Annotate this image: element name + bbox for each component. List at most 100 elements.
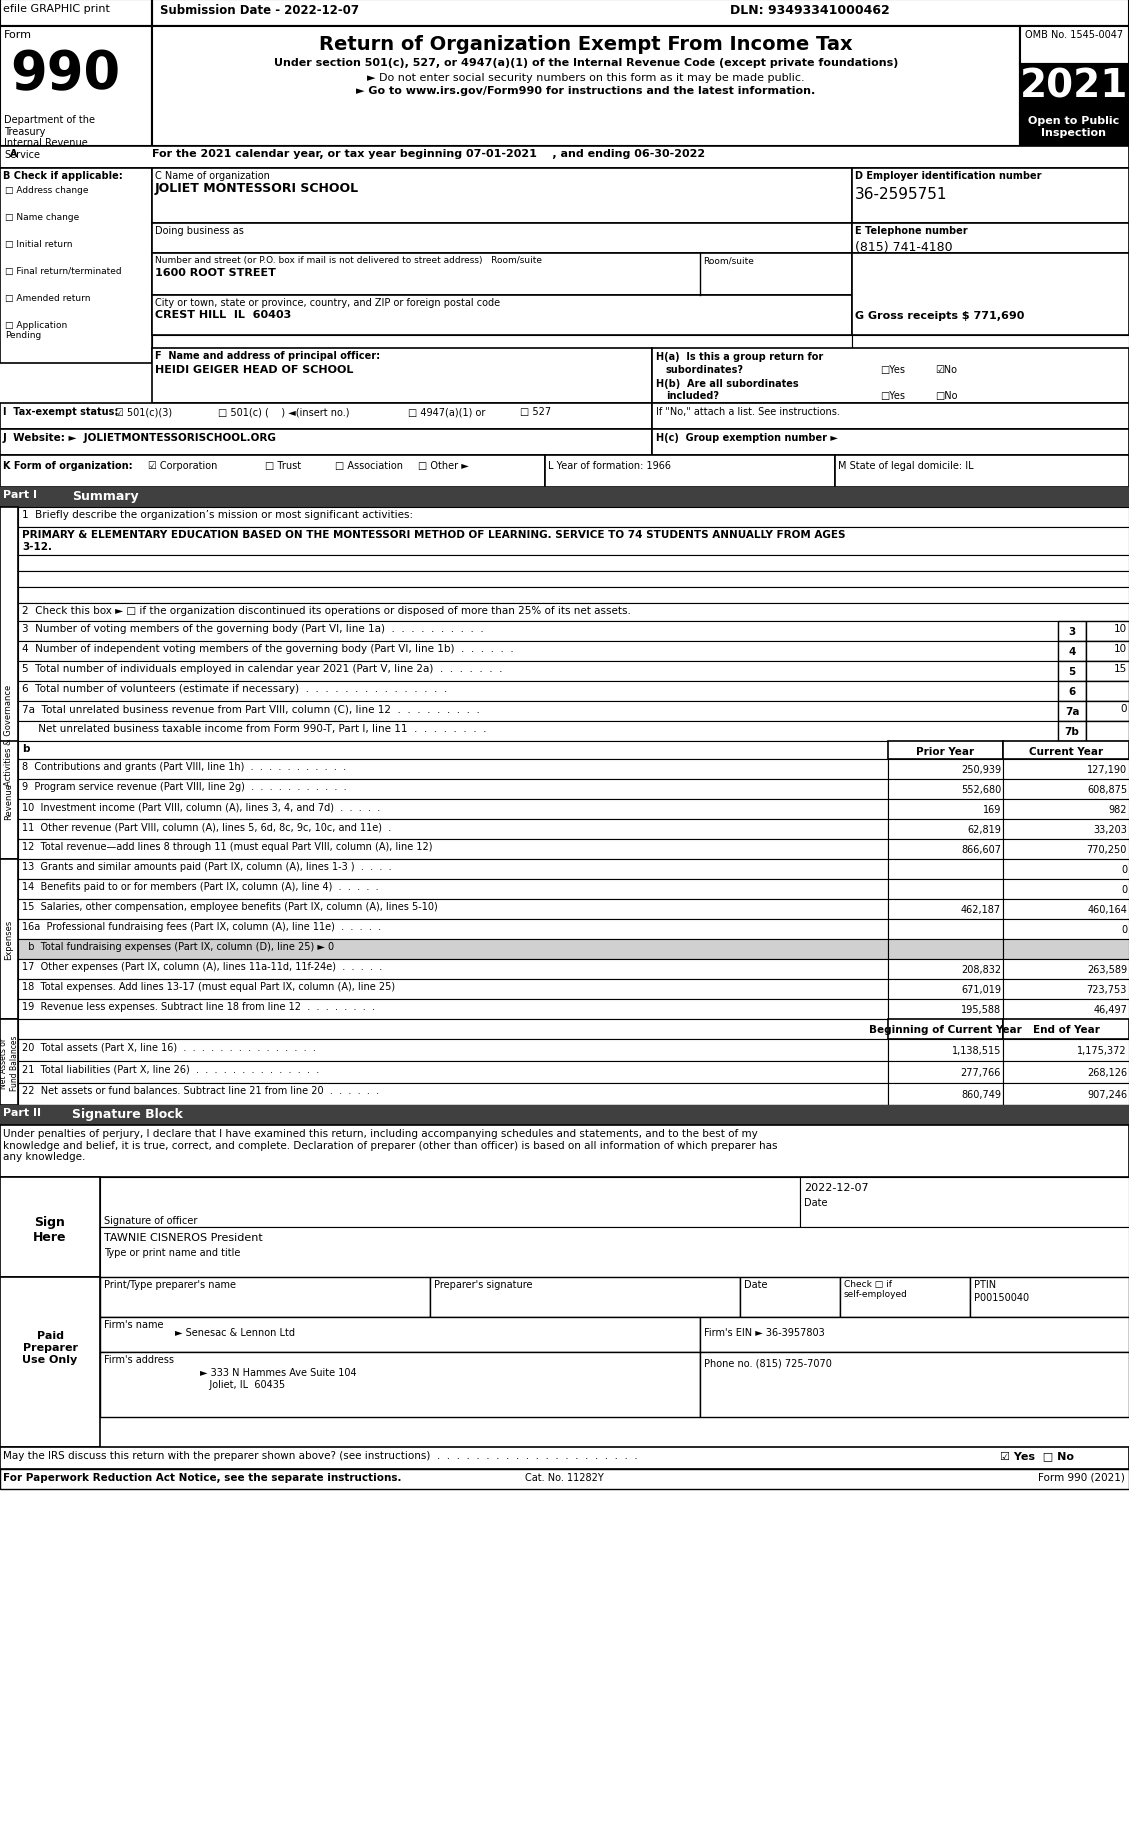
Text: 22  Net assets or fund balances. Subtract line 21 from line 20  .  .  .  .  .  .: 22 Net assets or fund balances. Subtract… — [21, 1085, 379, 1096]
Bar — [100, 1228, 1129, 1277]
Text: Cat. No. 11282Y: Cat. No. 11282Y — [525, 1471, 603, 1482]
Bar — [1086, 721, 1129, 741]
Bar — [18, 662, 1058, 681]
Text: 16a  Professional fundraising fees (Part IX, column (A), line 11e)  .  .  .  .  : 16a Professional fundraising fees (Part … — [21, 922, 382, 931]
Bar — [0, 0, 152, 27]
Bar — [100, 1177, 800, 1228]
Text: B Check if applicable:: B Check if applicable: — [3, 170, 123, 181]
Text: 46,497: 46,497 — [1093, 1005, 1127, 1014]
Bar — [1003, 759, 1129, 780]
Bar — [18, 681, 1058, 701]
Text: Expenses: Expenses — [5, 919, 14, 959]
Bar — [18, 780, 889, 800]
Text: 460,164: 460,164 — [1087, 904, 1127, 915]
Bar — [835, 456, 1129, 489]
Text: 62,819: 62,819 — [968, 825, 1001, 834]
Text: subordinates?: subordinates? — [666, 364, 744, 375]
Bar — [18, 939, 889, 959]
Bar — [152, 168, 852, 223]
Text: Preparer's signature: Preparer's signature — [434, 1279, 533, 1290]
Bar — [0, 1177, 100, 1277]
Text: Type or print name and title: Type or print name and title — [104, 1248, 240, 1257]
Text: If "No," attach a list. See instructions.: If "No," attach a list. See instructions… — [656, 406, 840, 417]
Text: Print/Type preparer's name: Print/Type preparer's name — [104, 1279, 236, 1290]
Bar — [889, 880, 1003, 900]
Bar — [0, 168, 152, 364]
Bar — [18, 979, 889, 999]
Text: Form 990 (2021): Form 990 (2021) — [1039, 1471, 1124, 1482]
Bar — [18, 880, 889, 900]
Text: 195,588: 195,588 — [961, 1005, 1001, 1014]
Bar — [852, 254, 1129, 337]
Text: □ Address change: □ Address change — [5, 187, 88, 194]
Text: 770,250: 770,250 — [1086, 844, 1127, 855]
Text: 990: 990 — [10, 48, 120, 101]
Text: 15: 15 — [1113, 664, 1127, 673]
Text: 6  Total number of volunteers (estimate if necessary)  .  .  .  .  .  .  .  .  .: 6 Total number of volunteers (estimate i… — [21, 684, 447, 694]
Bar — [1019, 64, 1129, 115]
Bar — [700, 1352, 1129, 1416]
Text: D Employer identification number: D Employer identification number — [855, 170, 1041, 181]
Text: 7a: 7a — [1065, 706, 1079, 717]
Bar — [0, 1105, 1129, 1125]
Bar — [18, 507, 1129, 527]
Bar — [1019, 27, 1129, 64]
Text: □ Application
Pending: □ Application Pending — [5, 320, 68, 340]
Text: □ Other ►: □ Other ► — [418, 461, 469, 470]
Text: Paid
Preparer
Use Only: Paid Preparer Use Only — [23, 1330, 78, 1363]
Text: End of Year: End of Year — [1033, 1025, 1100, 1034]
Bar — [0, 456, 545, 489]
Bar — [653, 350, 1129, 404]
Text: Submission Date - 2022-12-07: Submission Date - 2022-12-07 — [160, 4, 359, 16]
Bar — [18, 642, 1058, 662]
Bar — [18, 721, 1058, 741]
Bar — [889, 1083, 1003, 1105]
Bar — [1086, 701, 1129, 721]
Bar — [889, 1061, 1003, 1083]
Bar — [889, 780, 1003, 800]
Bar — [1003, 919, 1129, 939]
Bar — [1058, 701, 1086, 721]
Text: Under section 501(c), 527, or 4947(a)(1) of the Internal Revenue Code (except pr: Under section 501(c), 527, or 4947(a)(1)… — [274, 59, 899, 68]
Text: 9  Program service revenue (Part VIII, line 2g)  .  .  .  .  .  .  .  .  .  .  .: 9 Program service revenue (Part VIII, li… — [21, 781, 347, 792]
Bar — [18, 622, 1058, 642]
Text: ☑ Corporation: ☑ Corporation — [148, 461, 218, 470]
Text: b  Total fundraising expenses (Part IX, column (D), line 25) ► 0: b Total fundraising expenses (Part IX, c… — [21, 941, 334, 952]
Bar — [1003, 860, 1129, 880]
Bar — [1058, 662, 1086, 681]
Text: ☑ 501(c)(3): ☑ 501(c)(3) — [115, 406, 172, 417]
Text: 33,203: 33,203 — [1093, 825, 1127, 834]
Text: F  Name and address of principal officer:: F Name and address of principal officer: — [155, 351, 380, 361]
Bar — [889, 759, 1003, 780]
Text: 1,175,372: 1,175,372 — [1077, 1045, 1127, 1056]
Text: J  Website: ►  JOLIETMONTESSORISCHOOL.ORG: J Website: ► JOLIETMONTESSORISCHOOL.ORG — [3, 432, 277, 443]
Text: Doing business as: Doing business as — [155, 225, 244, 236]
Text: E Telephone number: E Telephone number — [855, 225, 968, 236]
Bar — [18, 527, 1129, 556]
Text: Open to Public
Inspection: Open to Public Inspection — [1029, 115, 1120, 137]
Text: Date: Date — [804, 1197, 828, 1208]
Text: 7b: 7b — [1065, 727, 1079, 737]
Text: Prior Year: Prior Year — [916, 747, 974, 756]
Text: 169: 169 — [982, 805, 1001, 814]
Bar — [100, 1277, 430, 1318]
Text: 552,680: 552,680 — [961, 785, 1001, 794]
Bar — [889, 741, 1003, 759]
Bar — [152, 223, 852, 254]
Text: Sign
Here: Sign Here — [33, 1215, 67, 1243]
Bar — [0, 1469, 1129, 1490]
Bar — [1003, 1083, 1129, 1105]
Bar — [18, 860, 889, 880]
Text: 268,126: 268,126 — [1087, 1067, 1127, 1078]
Bar — [889, 1019, 1003, 1039]
Bar — [1003, 1019, 1129, 1039]
Bar — [1003, 780, 1129, 800]
Bar — [100, 1318, 700, 1352]
Bar — [1003, 880, 1129, 900]
Text: 1,138,515: 1,138,515 — [952, 1045, 1001, 1056]
Bar — [0, 1019, 18, 1105]
Bar — [0, 146, 1129, 168]
Text: 6: 6 — [1068, 686, 1076, 697]
Text: 3  Number of voting members of the governing body (Part VI, line 1a)  .  .  .  .: 3 Number of voting members of the govern… — [21, 624, 483, 633]
Text: ► Go to www.irs.gov/Form990 for instructions and the latest information.: ► Go to www.irs.gov/Form990 for instruct… — [357, 86, 815, 95]
